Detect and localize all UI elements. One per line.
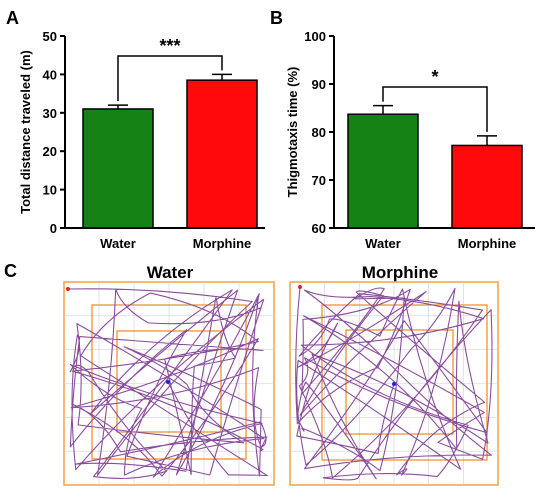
chartA-ytick-label: 40 (43, 67, 57, 82)
panel-letter-c: C (4, 261, 17, 281)
chartB-ytick-label: 100 (304, 29, 326, 44)
arena-morphine: Morphine (289, 263, 499, 486)
chartB-ytick-label: 70 (312, 173, 326, 188)
chart-b: Thigmotaxis time (%) 60 70 80 90 100 Water Mor… (285, 29, 535, 251)
chartB-xtick-label: Morphine (458, 236, 517, 251)
chartA-ytick-label: 20 (43, 144, 57, 159)
chartA-ytick-label: 50 (43, 29, 57, 44)
chartA-xtick-label: Water (100, 236, 136, 251)
chartA-ytick-label: 0 (50, 221, 57, 236)
chart-a: Total distance traveled (m) 0 10 20 30 40 50 W… (18, 29, 265, 251)
arena-title-water: Water (147, 263, 194, 282)
chartA-ytick-label: 10 (43, 183, 57, 198)
arena-morphine-start-dot (298, 285, 302, 289)
chartA-bar-water (82, 108, 154, 229)
chartB-significance-stars: * (431, 67, 438, 87)
chart-a-ylabel: Total distance traveled (m) (18, 50, 33, 214)
chartA-bar-morphine (186, 79, 258, 229)
arena-water-outer-zone (91, 304, 247, 460)
chartB-ytick-label: 60 (312, 221, 326, 236)
panel-letter-a: A (6, 8, 19, 28)
trackM-path (295, 286, 493, 481)
chart-b-ylabel: Thigmotaxis time (%) (285, 67, 300, 198)
chartA-ytick-label: 30 (43, 106, 57, 121)
chartB-significance-bracket (382, 86, 488, 132)
trackW-path (67, 288, 268, 479)
panel-letter-b: B (270, 8, 283, 28)
arena-water-start-dot (66, 287, 70, 291)
arena-morphine-track (295, 286, 493, 481)
arena-morphine-end-dot (392, 382, 396, 386)
chartB-ytick-label: 80 (312, 125, 326, 140)
arena-title-morphine: Morphine (362, 263, 439, 282)
chartB-bar-water (347, 113, 419, 229)
chartB-xtick-label: Water (365, 236, 401, 251)
chartA-significance-stars: *** (159, 36, 180, 56)
chartB-ytick-label: 90 (312, 77, 326, 92)
chartB-bar-morphine (451, 144, 523, 229)
arena-water-grid (64, 282, 274, 485)
arena-water: Water (63, 263, 275, 486)
arena-water-end-dot (166, 380, 170, 384)
arena-water-track (67, 288, 268, 479)
chartA-xtick-label: Morphine (193, 236, 252, 251)
chartA-significance-bracket (117, 55, 223, 102)
